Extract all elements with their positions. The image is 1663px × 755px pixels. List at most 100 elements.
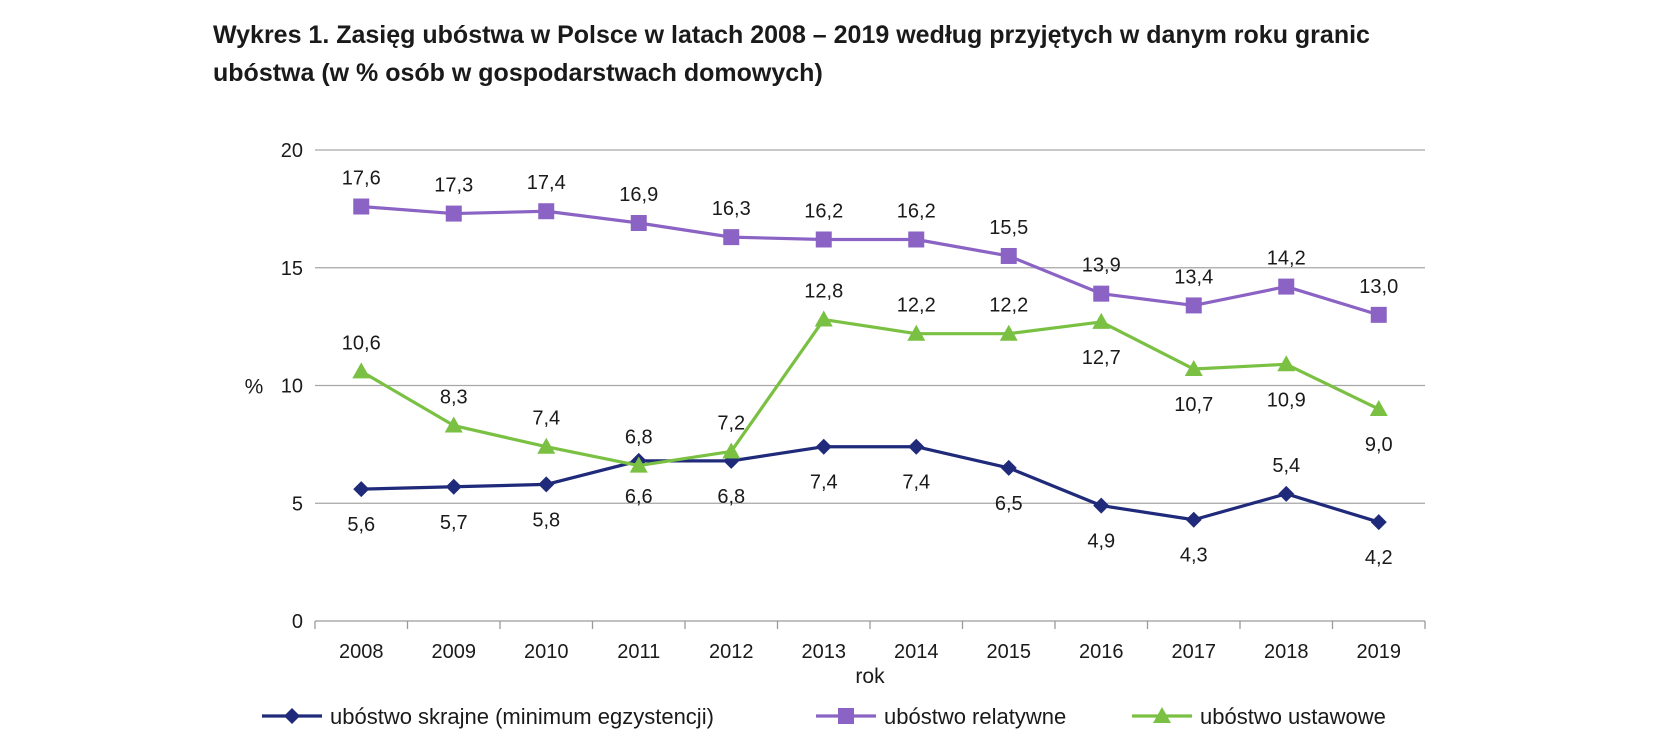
data-label: 10,7 <box>1174 394 1213 416</box>
data-point <box>1370 514 1387 531</box>
data-label: 17,4 <box>527 172 566 194</box>
legend-marker <box>838 708 854 724</box>
x-tick-label: 2010 <box>524 641 569 663</box>
data-label: 9,0 <box>1365 434 1393 456</box>
data-point <box>630 215 647 232</box>
data-label: 16,2 <box>897 200 936 222</box>
data-point <box>444 416 463 433</box>
data-label: 5,8 <box>532 509 560 531</box>
x-tick-label: 2015 <box>987 641 1032 663</box>
legend: ubóstwo skrajne (minimum egzystencji) ubó… <box>262 704 1386 729</box>
gridlines <box>315 149 1425 622</box>
data-label: 7,4 <box>810 472 838 494</box>
x-tick-label: 2017 <box>1172 641 1217 663</box>
data-label: 14,2 <box>1267 248 1306 270</box>
data-label: 6,8 <box>717 486 745 508</box>
data-label: 10,6 <box>342 332 381 354</box>
series-line-2 <box>361 204 1380 317</box>
data-label: 15,5 <box>989 217 1028 239</box>
y-tick-label: 0 <box>292 611 303 633</box>
data-point <box>1185 511 1202 528</box>
chart-title-line-2: ubóstwa (w % osób w gospodarstwach domow… <box>213 59 823 87</box>
legend-marker <box>1153 707 1171 723</box>
y-axis-title: % <box>245 376 264 399</box>
data-point <box>1093 285 1110 302</box>
data-point <box>907 324 926 341</box>
data-label: 7,2 <box>717 412 745 434</box>
x-tick-label: 2011 <box>617 641 660 663</box>
data-label: 7,4 <box>902 472 930 494</box>
x-tick-label: 2019 <box>1357 641 1402 663</box>
data-label: 10,9 <box>1267 389 1306 411</box>
data-point <box>1000 459 1017 476</box>
data-label: 17,6 <box>342 168 381 190</box>
data-point <box>1278 485 1295 502</box>
chart-title-line-1: Wykres 1. Zasięg ubóstwa w Polsce w lata… <box>213 21 1370 49</box>
y-axis: 0 5 10 15 20% <box>245 140 303 633</box>
data-point <box>1092 312 1111 329</box>
data-point <box>1185 297 1202 314</box>
data-point <box>352 362 371 379</box>
data-labels: 5,6 5,7 5,8 6,6 6,8 7,4 7,4 6,5 4,9 4,3 5,4 4,2 17,6… <box>342 168 1398 570</box>
data-point <box>908 438 925 455</box>
data-point <box>1093 497 1110 514</box>
x-tick-label: 2012 <box>709 641 754 663</box>
data-point <box>999 324 1018 341</box>
data-label: 7,4 <box>532 408 560 430</box>
series-group <box>352 198 1388 531</box>
x-tick-label: 2013 <box>802 641 847 663</box>
data-point <box>445 205 462 222</box>
data-label: 16,3 <box>712 198 751 220</box>
data-label: 6,8 <box>625 427 653 449</box>
data-label: 4,3 <box>1180 545 1208 567</box>
data-label: 12,7 <box>1082 347 1121 369</box>
data-label: 12,2 <box>897 295 936 317</box>
data-label: 8,3 <box>440 387 468 409</box>
y-tick-label: 10 <box>281 376 303 398</box>
data-label: 17,3 <box>434 175 473 197</box>
series-line-3 <box>360 317 1380 468</box>
x-axis-title: rok <box>855 665 885 688</box>
legend-label: ubóstwo ustawowe <box>1200 704 1386 729</box>
data-point <box>908 231 925 248</box>
data-point <box>538 203 555 220</box>
legend-marker <box>284 708 300 724</box>
data-point <box>722 442 741 459</box>
data-label: 5,4 <box>1272 455 1300 477</box>
x-tick-label: 2009 <box>432 641 477 663</box>
data-label: 6,6 <box>625 486 653 508</box>
data-point <box>815 231 832 248</box>
y-tick-label: 20 <box>281 140 303 162</box>
data-label: 13,9 <box>1082 255 1121 277</box>
x-tick-label: 2018 <box>1264 641 1309 663</box>
data-label: 12,8 <box>804 281 843 303</box>
data-label: 12,2 <box>989 295 1028 317</box>
x-tick-label: 2016 <box>1079 641 1124 663</box>
series-line-1 <box>361 445 1380 524</box>
legend-label: ubóstwo skrajne (minimum egzystencji) <box>330 704 714 729</box>
data-point <box>1000 247 1017 264</box>
chart-title: Wykres 1. Zasięg ubóstwa w Polsce w lata… <box>213 16 1443 92</box>
data-point <box>1184 360 1203 377</box>
data-label: 13,0 <box>1359 276 1398 298</box>
data-label: 6,5 <box>995 493 1023 515</box>
data-point <box>353 481 370 498</box>
data-point <box>629 456 648 473</box>
data-point <box>1370 306 1387 323</box>
data-point <box>538 476 555 493</box>
y-tick-label: 5 <box>292 493 303 515</box>
data-point <box>537 437 556 454</box>
x-tick-label: 2014 <box>894 641 939 663</box>
data-point <box>723 229 740 246</box>
data-label: 13,4 <box>1174 266 1213 288</box>
data-point <box>445 478 462 495</box>
y-tick-label: 15 <box>281 258 303 280</box>
data-label: 16,2 <box>804 200 843 222</box>
data-point <box>1277 355 1296 372</box>
x-axis: 2008 2009 2010 2011 2012 2013 2014 2015 2016 2017… <box>314 621 1426 688</box>
legend-label: ubóstwo relatywne <box>884 704 1066 729</box>
data-label: 5,6 <box>347 514 375 536</box>
data-label: 16,9 <box>619 184 658 206</box>
data-point <box>814 310 833 327</box>
